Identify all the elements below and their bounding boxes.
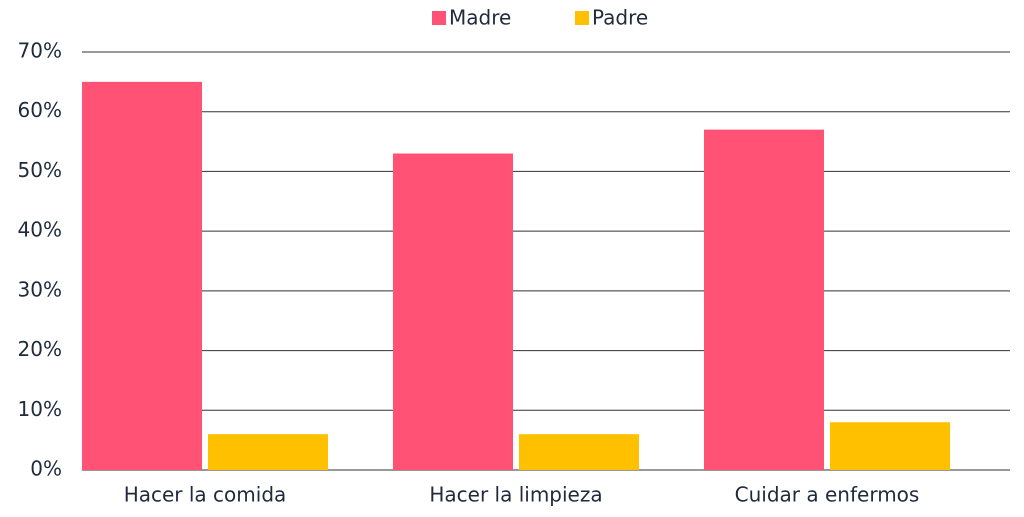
y-tick-label: 70% — [18, 39, 62, 63]
y-tick-label: 20% — [18, 337, 62, 361]
x-tick-label: Cuidar a enfermos — [735, 483, 920, 507]
legend-swatch — [575, 11, 589, 25]
bar — [704, 129, 824, 470]
x-tick-label: Hacer la limpieza — [429, 483, 602, 507]
legend-swatch — [432, 11, 446, 25]
x-tick-label: Hacer la comida — [124, 483, 287, 507]
legend-label: Madre — [449, 6, 511, 30]
y-tick-label: 40% — [18, 218, 62, 242]
y-tick-label: 30% — [18, 277, 62, 301]
bar — [82, 81, 202, 470]
y-tick-label: 50% — [18, 158, 62, 182]
legend-label: Padre — [592, 6, 648, 30]
y-tick-label: 60% — [18, 98, 62, 122]
bar — [830, 422, 950, 470]
bar — [519, 434, 639, 470]
bar — [393, 153, 513, 470]
y-tick-label: 10% — [18, 397, 62, 421]
bar — [208, 434, 328, 470]
y-tick-label: 0% — [30, 457, 62, 481]
